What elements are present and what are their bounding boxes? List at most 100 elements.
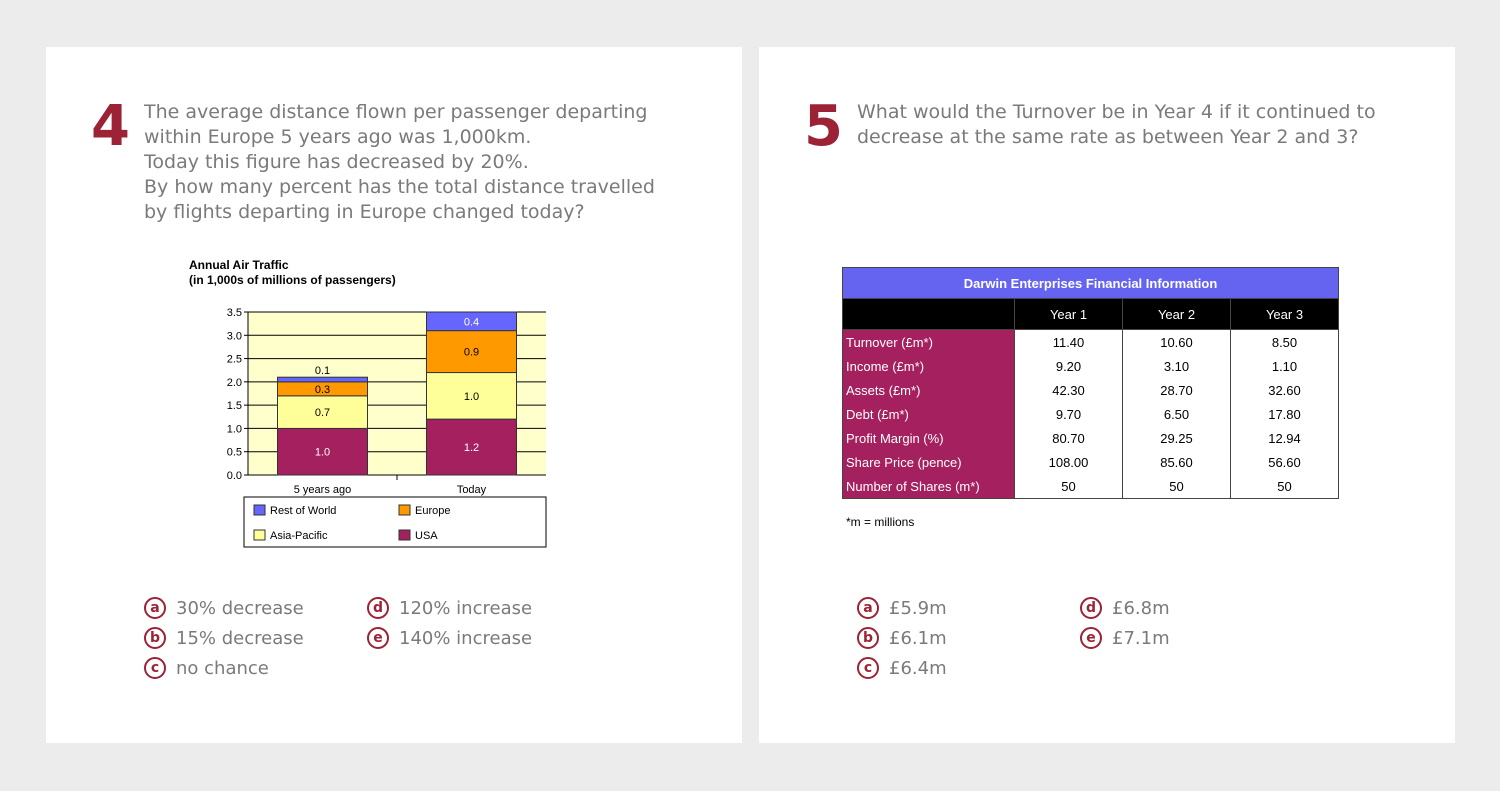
option-letter-c: c xyxy=(857,657,879,679)
data-label: 0.1 xyxy=(315,365,330,377)
table-row: Number of Shares (m*) 50 50 50 xyxy=(842,474,1339,499)
legend-label: Asia-Pacific xyxy=(270,530,328,542)
answer-option-e[interactable]: e 140% increase xyxy=(367,625,532,651)
question-number: 4 xyxy=(91,94,130,159)
table-row: Turnover (£m*) 11.40 10.60 8.50 xyxy=(842,329,1339,354)
legend-label: USA xyxy=(415,530,438,542)
option-text-d: 120% increase xyxy=(399,597,533,619)
chart-title-text: Annual Air Traffic xyxy=(189,258,289,272)
row-label: Share Price (pence) xyxy=(842,450,1015,474)
option-text-a: £5.9m xyxy=(889,597,947,619)
y-tick-label: 0.0 xyxy=(227,470,242,482)
answer-option-b[interactable]: b £6.1m xyxy=(857,625,947,651)
row-label: Profit Margin (%) xyxy=(842,426,1015,450)
y-tick-label: 1.0 xyxy=(227,423,242,435)
y-tick-label: 2.5 xyxy=(227,354,242,366)
air-traffic-chart: 0.0 0.5 1.0 1.5 2.0 2.5 3.0 3.5 1.0 0.7 0.3 0.1 5 ye… xyxy=(227,307,547,548)
table-cell: 29.25 xyxy=(1122,426,1231,450)
column-header: Year 2 xyxy=(1122,298,1231,330)
answer-option-d[interactable]: d £6.8m xyxy=(1080,595,1170,621)
table-cell: 85.60 xyxy=(1122,450,1231,474)
table-cell: 11.40 xyxy=(1014,329,1123,354)
column-header: Year 1 xyxy=(1014,298,1123,330)
table-row: Share Price (pence) 108.00 85.60 56.60 xyxy=(842,450,1339,474)
option-letter-a: a xyxy=(857,597,879,619)
column-header: Year 3 xyxy=(1230,298,1339,330)
table-row: Assets (£m*) 42.30 28.70 32.60 xyxy=(842,378,1339,402)
bar-segment xyxy=(277,395,368,429)
bar-segment xyxy=(277,427,368,476)
row-label: Assets (£m*) xyxy=(842,378,1015,402)
table-cell: 9.70 xyxy=(1014,402,1123,426)
legend-swatch xyxy=(253,529,266,541)
table-cell: 108.00 xyxy=(1014,450,1123,474)
legend-swatch xyxy=(253,504,266,516)
legend-swatch xyxy=(398,529,411,541)
table-cell: 12.94 xyxy=(1230,426,1339,450)
table-cell: 6.50 xyxy=(1122,402,1231,426)
answer-option-d[interactable]: d 120% increase xyxy=(367,595,532,621)
option-text-e: 140% increase xyxy=(399,627,533,649)
option-text-b: 15% decrease xyxy=(176,627,304,649)
table-cell: 50 xyxy=(1230,474,1339,499)
y-tick-label: 3.5 xyxy=(227,307,242,319)
table-cell: 50 xyxy=(1014,474,1123,499)
question-line: What would the Turnover be in Year 4 if … xyxy=(857,101,1376,123)
question-line: The average distance flown per passenger… xyxy=(144,101,648,123)
option-letter-a: a xyxy=(144,597,166,619)
option-text-c: no chance xyxy=(176,657,269,679)
x-tick-label: 5 years ago xyxy=(294,484,351,496)
option-letter-e: e xyxy=(1080,627,1102,649)
x-tick-label: Today xyxy=(457,484,487,496)
y-tick-label: 3.0 xyxy=(227,330,242,342)
data-label: 1.0 xyxy=(315,447,330,459)
option-letter-c: c xyxy=(144,657,166,679)
y-tick-label: 1.5 xyxy=(227,400,242,412)
legend-label: Rest of World xyxy=(270,505,336,517)
option-text-d: £6.8m xyxy=(1112,597,1170,619)
option-letter-d: d xyxy=(1080,597,1102,619)
table-corner xyxy=(842,298,1015,330)
answer-option-a[interactable]: a 30% decrease xyxy=(144,595,304,621)
data-label: 1.2 xyxy=(464,442,479,454)
option-letter-d: d xyxy=(367,597,389,619)
question-line: By how many percent has the total distan… xyxy=(144,176,655,198)
table-cell: 50 xyxy=(1122,474,1231,499)
table-cell: 17.80 xyxy=(1230,402,1339,426)
question-line: within Europe 5 years ago was 1,000km. xyxy=(144,126,532,148)
financial-table: Darwin Enterprises Financial Information… xyxy=(842,267,1339,499)
table-cell: 56.60 xyxy=(1230,450,1339,474)
legend-box xyxy=(243,496,547,548)
answer-option-c[interactable]: c £6.4m xyxy=(857,655,947,681)
table-footnote: *m = millions xyxy=(846,515,915,529)
answer-option-b[interactable]: b 15% decrease xyxy=(144,625,304,651)
question-number: 5 xyxy=(804,94,843,159)
legend-label: Europe xyxy=(415,505,450,517)
question-text: What would the Turnover be in Year 4 if … xyxy=(857,100,1376,150)
question-text: The average distance flown per passenger… xyxy=(144,100,655,225)
y-tick-label: 0.5 xyxy=(227,447,242,459)
question-5-card: 5 What would the Turnover be in Year 4 i… xyxy=(759,47,1455,743)
data-label: 1.0 xyxy=(464,391,479,403)
table-cell: 80.70 xyxy=(1014,426,1123,450)
data-label: 0.7 xyxy=(315,407,330,419)
bar-segment xyxy=(426,311,517,332)
option-text-a: 30% decrease xyxy=(176,597,304,619)
table-cell: 9.20 xyxy=(1014,354,1123,378)
question-line: decrease at the same rate as between Yea… xyxy=(857,126,1359,148)
answer-option-a[interactable]: a £5.9m xyxy=(857,595,947,621)
table-cell: 32.60 xyxy=(1230,378,1339,402)
table-row: Income (£m*) 9.20 3.10 1.10 xyxy=(842,354,1339,378)
answer-option-c[interactable]: c no chance xyxy=(144,655,269,681)
table-cell: 3.10 xyxy=(1122,354,1231,378)
answer-option-e[interactable]: e £7.1m xyxy=(1080,625,1170,651)
data-label: 0.4 xyxy=(464,316,479,328)
option-text-b: £6.1m xyxy=(889,627,947,649)
option-text-c: £6.4m xyxy=(889,657,947,679)
table-cell: 28.70 xyxy=(1122,378,1231,402)
legend-swatch xyxy=(398,504,411,516)
data-label: 0.3 xyxy=(315,384,330,396)
option-letter-e: e xyxy=(367,627,389,649)
chart-subtitle-text: (in 1,000s of millions of passengers) xyxy=(189,273,396,287)
option-letter-b: b xyxy=(857,627,879,649)
